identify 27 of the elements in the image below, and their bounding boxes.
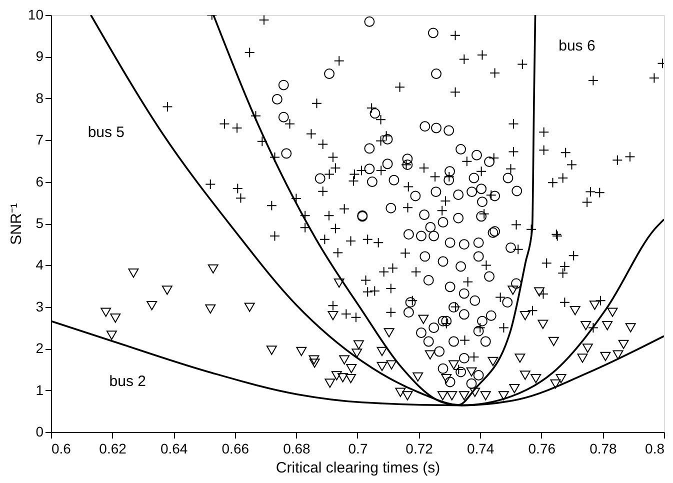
y-tick-label: 1	[36, 382, 44, 398]
annotation: bus 2	[109, 373, 146, 390]
y-tick-label: 9	[36, 48, 44, 64]
x-tick-label: 0.64	[160, 440, 188, 456]
y-tick-label: 0	[36, 424, 44, 440]
annotation: bus 6	[558, 37, 596, 54]
y-axis-title: SNR⁻¹	[8, 203, 25, 245]
x-tick-label: 0.68	[283, 440, 311, 456]
y-tick-label: 2	[36, 340, 44, 356]
annotation: bus 5	[88, 124, 125, 142]
x-tick-label: 0.66	[222, 440, 250, 456]
x-tick-label: 0.74	[466, 440, 494, 456]
y-tick-label: 7	[36, 132, 44, 148]
x-tick-label: 0.78	[590, 440, 618, 456]
y-tick-label: 5	[36, 215, 44, 231]
x-tick-label: 0.7	[348, 440, 368, 456]
y-tick-label: 8	[36, 90, 44, 106]
x-tick-label: 0.8	[645, 440, 665, 456]
x-axis-title: Critical clearing times (s)	[276, 460, 440, 476]
x-tick-label: 0.62	[99, 440, 127, 456]
y-tick-label: 4	[36, 256, 44, 273]
x-tick-label: 0.6	[52, 440, 72, 456]
y-tick-label: 6	[36, 173, 44, 190]
y-tick-label: 10	[28, 6, 44, 22]
x-tick-label: 0.76	[528, 440, 556, 456]
y-tick-label: 3	[36, 298, 44, 314]
x-tick-label: 0.72	[406, 440, 434, 456]
